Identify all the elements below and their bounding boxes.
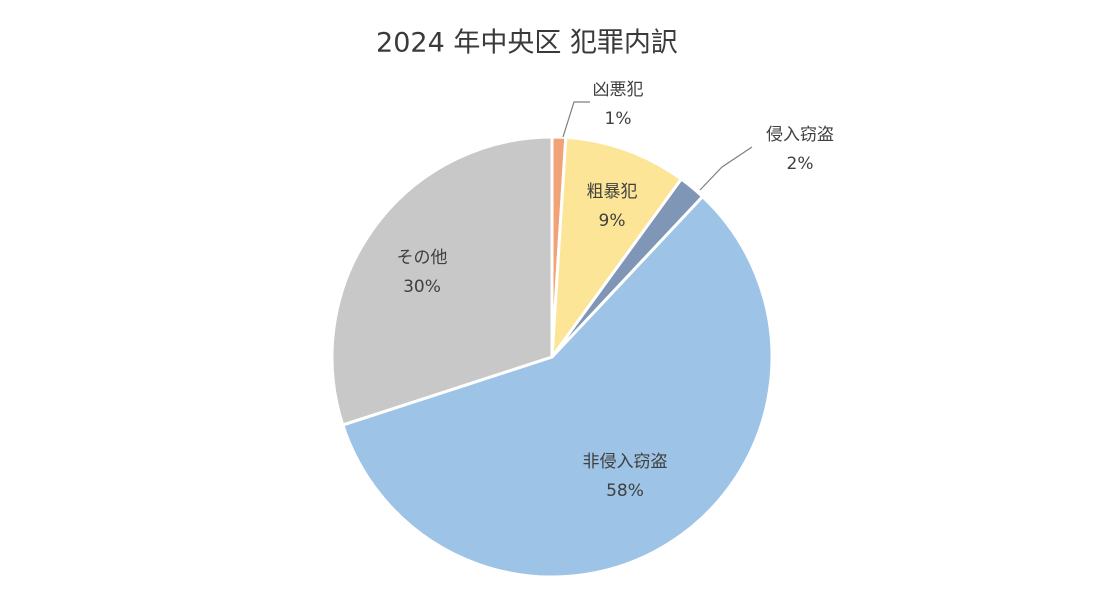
- pie-slice: [330, 135, 554, 427]
- chart-title: 2024 年中央区 犯罪内訳: [376, 28, 678, 59]
- slice-value-label: 2%: [787, 154, 814, 174]
- slice-label: 凶悪犯: [593, 80, 644, 100]
- leader-line: [562, 101, 590, 138]
- slice-value-label: 58%: [606, 481, 644, 501]
- slice-value-label: 30%: [403, 277, 441, 297]
- slice-label: 粗暴犯: [587, 182, 638, 202]
- slice-value-label: 9%: [599, 211, 626, 231]
- pie-slice: [550, 135, 683, 359]
- slice-label: その他: [397, 248, 448, 268]
- leader-line: [699, 146, 753, 191]
- slice-label: 侵入窃盗: [766, 125, 834, 145]
- slice-label: 非侵入窃盗: [583, 452, 668, 472]
- pie: [330, 135, 774, 579]
- slice-value-label: 1%: [605, 109, 632, 129]
- pie-slice: [341, 195, 774, 579]
